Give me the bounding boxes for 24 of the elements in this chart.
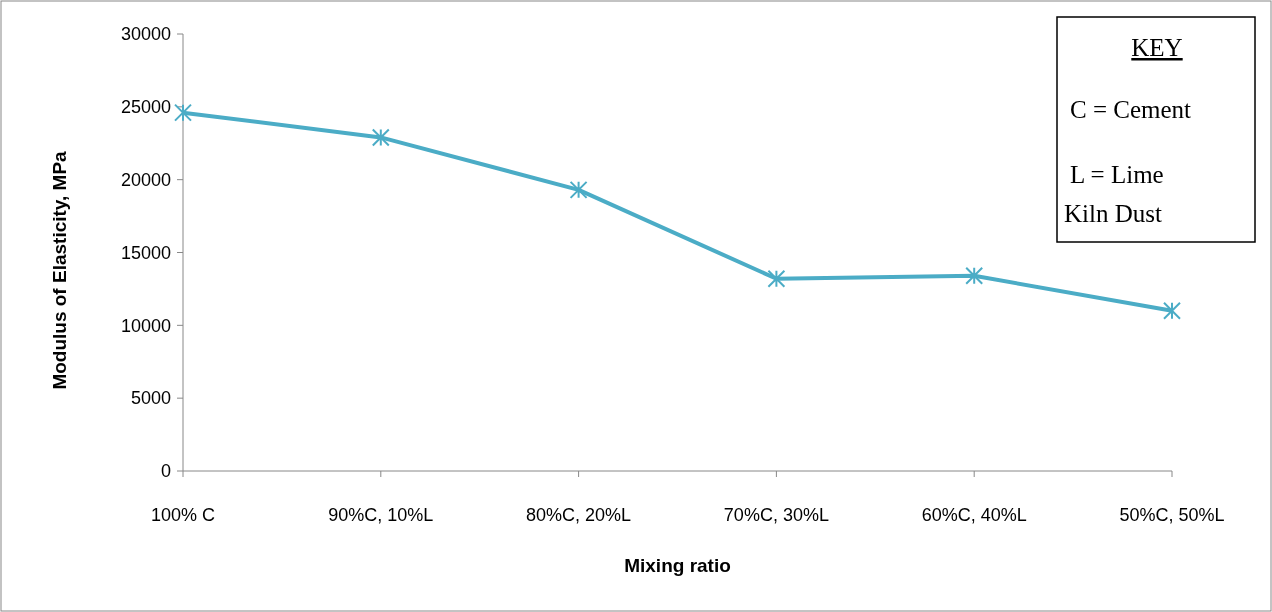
point — [1163, 301, 1181, 320]
annotation: KEY — [1131, 34, 1183, 61]
point — [174, 103, 192, 122]
point — [767, 269, 786, 288]
point — [569, 180, 588, 199]
y-tick-label: 20000 — [120, 169, 171, 190]
x-tick-label: 80%C, 20%L — [526, 505, 632, 525]
x-tick-label: 60%C, 40%L — [921, 505, 1027, 525]
y-axis-title: Modulus of Elasticity, MPa — [49, 150, 70, 390]
point — [371, 128, 390, 147]
y-tick-label: 25000 — [120, 97, 171, 118]
annotation: C = Cement — [1070, 96, 1192, 123]
x-tick-label: 70%C, 30%L — [723, 505, 829, 525]
x-tick-label: 90%C, 10%L — [328, 505, 434, 525]
x-axis-title: Mixing ratio — [624, 555, 731, 576]
y-tick-label: 15000 — [120, 242, 171, 263]
y-tick-label: 30000 — [120, 24, 171, 45]
y-tick-label: 5000 — [130, 388, 171, 409]
point — [965, 266, 984, 285]
y-tick-label: 10000 — [120, 315, 171, 336]
x-tick-label: 50%C, 50%L — [1119, 505, 1225, 525]
y-tick-label: 0 — [160, 461, 171, 482]
annotation: L = Lime Kiln Dust — [1064, 161, 1164, 227]
x-tick-label: 100% C — [150, 505, 216, 525]
